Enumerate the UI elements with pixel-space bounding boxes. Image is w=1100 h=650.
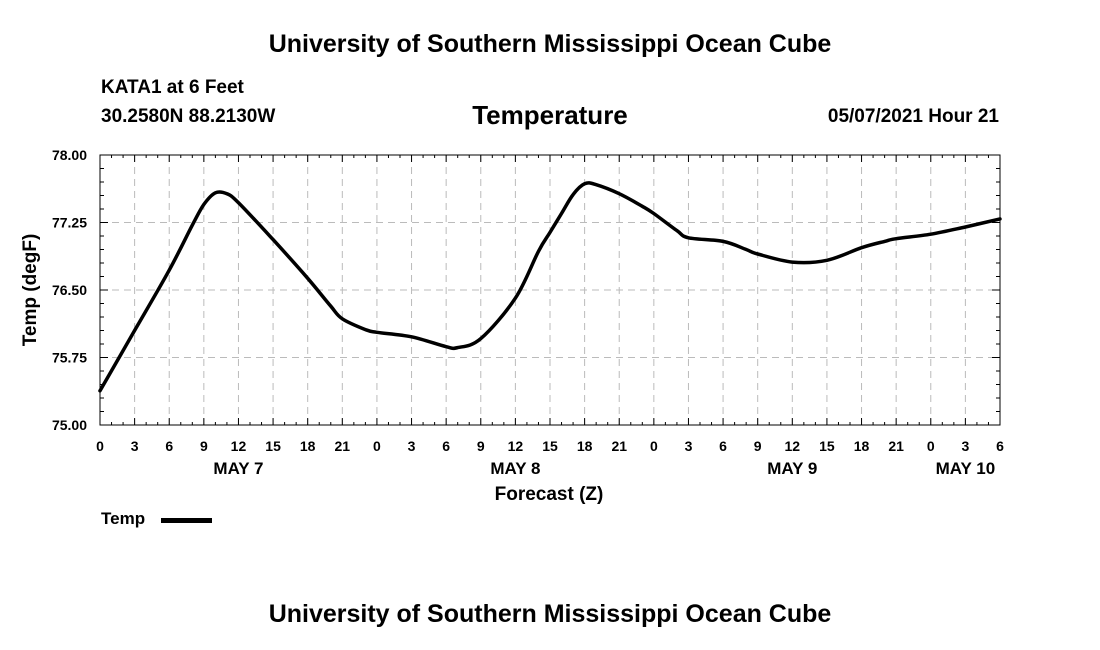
x-tick-label: 18 — [300, 438, 316, 454]
x-tick-label: 18 — [577, 438, 593, 454]
x-tick-label: 0 — [927, 438, 935, 454]
datetime-label: 05/07/2021 Hour 21 — [827, 106, 999, 127]
plot-frame — [99, 154, 1001, 426]
x-tick-label: 12 — [785, 438, 801, 454]
date-label: MAY 8 — [490, 459, 540, 478]
x-axis-title: Forecast (Z) — [495, 484, 604, 505]
x-tick-label: 0 — [96, 438, 104, 454]
legend-swatch — [161, 518, 212, 523]
x-tick-label: 3 — [131, 438, 139, 454]
x-tick-label: 12 — [508, 438, 524, 454]
x-tick-label: 0 — [373, 438, 381, 454]
x-tick-label: 3 — [685, 438, 693, 454]
x-tick-label: 9 — [200, 438, 208, 454]
coordinates-label: 30.2580N 88.2130W — [101, 106, 276, 127]
station-label: KATA1 at 6 Feet — [101, 77, 244, 98]
x-tick-label: 3 — [408, 438, 416, 454]
x-tick-label: 6 — [719, 438, 727, 454]
bottom-title: University of Southern Mississippi Ocean… — [268, 600, 832, 628]
x-tick-label: 0 — [650, 438, 658, 454]
date-label: MAY 9 — [767, 459, 817, 478]
y-tick-label: 77.25 — [52, 215, 87, 231]
y-axis-title: Temp (degF) — [20, 234, 41, 347]
x-tick-label: 3 — [961, 438, 969, 454]
x-tick-label: 15 — [542, 438, 558, 454]
y-tick-label: 78.00 — [52, 147, 87, 163]
y-tick-label: 75.75 — [52, 350, 87, 366]
x-tick-label: 21 — [335, 438, 351, 454]
x-tick-label: 6 — [442, 438, 450, 454]
y-tick-label: 75.00 — [52, 417, 87, 433]
x-tick-label: 6 — [996, 438, 1004, 454]
top-title: University of Southern Mississippi Ocean… — [268, 30, 832, 58]
temp-series-line — [98, 181, 1002, 393]
x-tick-label: 21 — [611, 438, 627, 454]
x-tick-label: 15 — [265, 438, 281, 454]
legend-label: Temp — [101, 509, 146, 528]
x-tick-label: 15 — [819, 438, 835, 454]
x-tick-label: 9 — [477, 438, 485, 454]
chart-title: Temperature — [472, 100, 628, 130]
x-tick-label: 12 — [231, 438, 247, 454]
axis-tick-labels: 0 3 6 9 12 15 18 21 0 3 6 9 12 15 18 21 0 3 6 9 12 15 18 21 0 3 6M… — [52, 147, 1004, 478]
grid-lines — [100, 155, 1000, 425]
x-tick-label: 6 — [165, 438, 173, 454]
y-tick-label: 76.50 — [52, 282, 87, 298]
x-tick-label: 18 — [854, 438, 870, 454]
x-tick-label: 21 — [888, 438, 904, 454]
date-label: MAY 10 — [936, 459, 996, 478]
x-tick-label: 9 — [754, 438, 762, 454]
date-label: MAY 7 — [213, 459, 263, 478]
